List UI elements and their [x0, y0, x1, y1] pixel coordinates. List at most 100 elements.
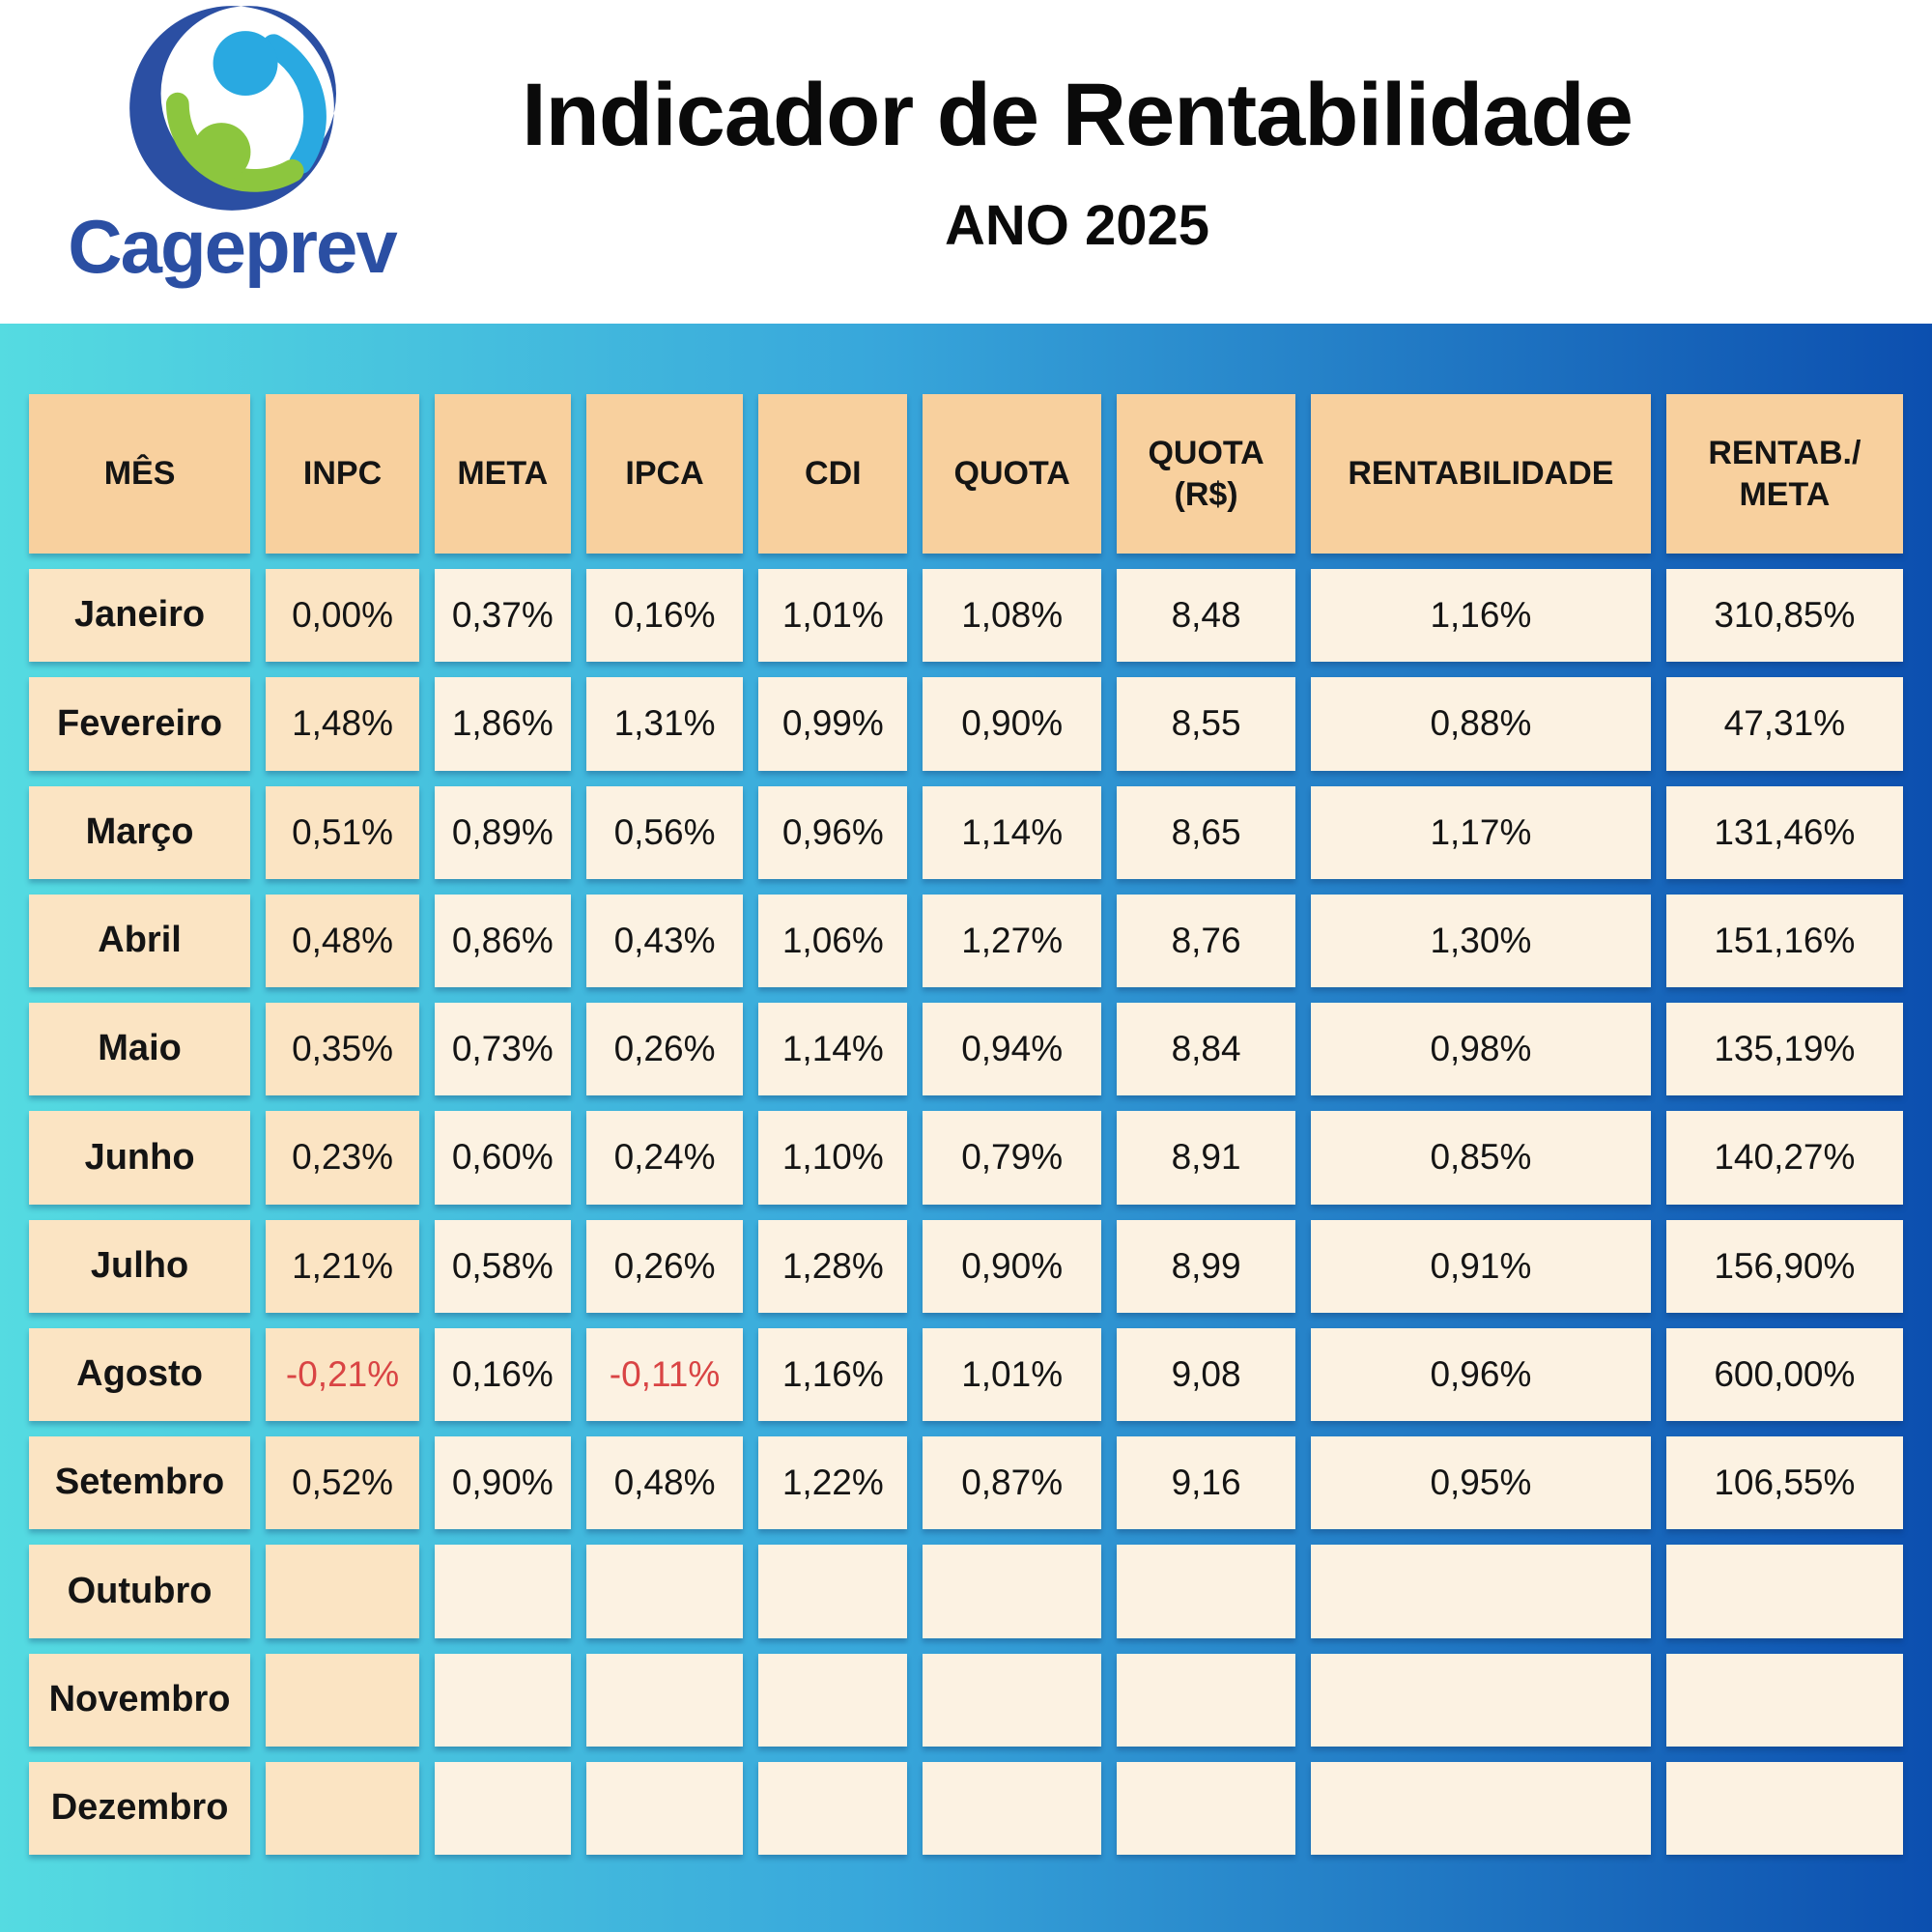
page-subtitle: ANO 2025 [944, 193, 1210, 257]
value-cell: 0,90% [923, 1219, 1102, 1313]
value-cell: 0,58% [434, 1219, 571, 1313]
top-band: Cageprev Indicador de Rentabilidade ANO … [0, 0, 1932, 324]
value-cell: 1,06% [758, 894, 908, 987]
value-cell: 1,30% [1311, 894, 1651, 987]
value-cell [266, 1545, 419, 1638]
value-cell [923, 1761, 1102, 1855]
value-cell: 156,90% [1665, 1219, 1903, 1313]
value-cell [1117, 1545, 1296, 1638]
month-cell: Abril [29, 894, 251, 987]
value-cell: 0,51% [266, 785, 419, 879]
value-cell [585, 1761, 744, 1855]
logo-blue-figure-head [213, 31, 278, 97]
value-cell: 8,84 [1117, 1003, 1296, 1096]
value-cell [1311, 1653, 1651, 1747]
value-cell: 151,16% [1665, 894, 1903, 987]
value-cell [434, 1653, 571, 1747]
value-cell [923, 1545, 1102, 1638]
value-cell: 0,35% [266, 1003, 419, 1096]
value-cell: 131,46% [1665, 785, 1903, 879]
value-cell: 0,90% [434, 1436, 571, 1530]
value-cell: 0,90% [923, 677, 1102, 771]
value-cell [434, 1761, 571, 1855]
value-cell [1665, 1761, 1903, 1855]
value-cell: 0,79% [923, 1111, 1102, 1205]
value-cell: 1,31% [585, 677, 744, 771]
column-header: MÊS [29, 394, 251, 554]
value-cell: 8,55 [1117, 677, 1296, 771]
value-cell [1665, 1653, 1903, 1747]
value-cell: 0,86% [434, 894, 571, 987]
value-cell: 0,94% [923, 1003, 1102, 1096]
value-cell: 0,89% [434, 785, 571, 879]
value-cell [585, 1653, 744, 1747]
value-cell: 0,99% [758, 677, 908, 771]
value-cell: -0,21% [266, 1327, 419, 1421]
value-cell: 0,73% [434, 1003, 571, 1096]
value-cell [1665, 1545, 1903, 1638]
logo-crescent-shape [129, 6, 336, 211]
value-cell: 9,08 [1117, 1327, 1296, 1421]
month-cell: Agosto [29, 1327, 251, 1421]
value-cell: 0,87% [923, 1436, 1102, 1530]
logo-blue-figure-swoosh [262, 34, 327, 175]
value-cell: 0,91% [1311, 1219, 1651, 1313]
value-cell: 8,91 [1117, 1111, 1296, 1205]
value-cell: -0,11% [585, 1327, 744, 1421]
value-cell: 0,48% [266, 894, 419, 987]
value-cell: 1,01% [923, 1327, 1102, 1421]
month-cell: Setembro [29, 1436, 251, 1530]
value-cell: 1,10% [758, 1111, 908, 1205]
value-cell [1117, 1653, 1296, 1747]
value-cell: 1,16% [758, 1327, 908, 1421]
value-cell: 8,99 [1117, 1219, 1296, 1313]
value-cell: 8,76 [1117, 894, 1296, 987]
value-cell: 0,37% [434, 569, 571, 663]
month-cell: Março [29, 785, 251, 879]
value-cell: 1,01% [758, 569, 908, 663]
title-block: Indicador de Rentabilidade ANO 2025 [222, 0, 1932, 324]
value-cell: 135,19% [1665, 1003, 1903, 1096]
month-cell: Janeiro [29, 569, 251, 663]
column-header: IPCA [585, 394, 744, 554]
value-cell: 0,95% [1311, 1436, 1651, 1530]
value-cell: 1,22% [758, 1436, 908, 1530]
value-cell: 1,16% [1311, 569, 1651, 663]
month-cell: Dezembro [29, 1761, 251, 1855]
value-cell [758, 1653, 908, 1747]
value-cell: 0,52% [266, 1436, 419, 1530]
month-cell: Julho [29, 1219, 251, 1313]
page-title: Indicador de Rentabilidade [522, 65, 1634, 164]
value-cell: 0,85% [1311, 1111, 1651, 1205]
column-header: RENTABILIDADE [1311, 394, 1651, 554]
value-cell [1311, 1761, 1651, 1855]
value-cell: 1,08% [923, 569, 1102, 663]
value-cell: 0,16% [434, 1327, 571, 1421]
value-cell: 47,31% [1665, 677, 1903, 771]
cageprev-emblem-icon [129, 6, 336, 211]
value-cell [266, 1761, 419, 1855]
value-cell: 1,27% [923, 894, 1102, 987]
logo-green-figure-head [191, 123, 251, 182]
logo-wordmark: Cageprev [68, 204, 397, 289]
month-cell: Junho [29, 1111, 251, 1205]
value-cell: 0,88% [1311, 677, 1651, 771]
value-cell [585, 1545, 744, 1638]
value-cell: 1,14% [923, 785, 1102, 879]
value-cell: 0,43% [585, 894, 744, 987]
value-cell: 0,60% [434, 1111, 571, 1205]
value-cell: 9,16 [1117, 1436, 1296, 1530]
value-cell: 310,85% [1665, 569, 1903, 663]
value-cell [923, 1653, 1102, 1747]
value-cell: 600,00% [1665, 1327, 1903, 1421]
value-cell: 106,55% [1665, 1436, 1903, 1530]
value-cell [434, 1545, 571, 1638]
value-cell [758, 1761, 908, 1855]
value-cell [1311, 1545, 1651, 1638]
value-cell: 1,28% [758, 1219, 908, 1313]
value-cell: 1,14% [758, 1003, 908, 1096]
column-header: INPC [266, 394, 419, 554]
value-cell: 0,96% [758, 785, 908, 879]
column-header: QUOTA [923, 394, 1102, 554]
value-cell: 0,26% [585, 1003, 744, 1096]
